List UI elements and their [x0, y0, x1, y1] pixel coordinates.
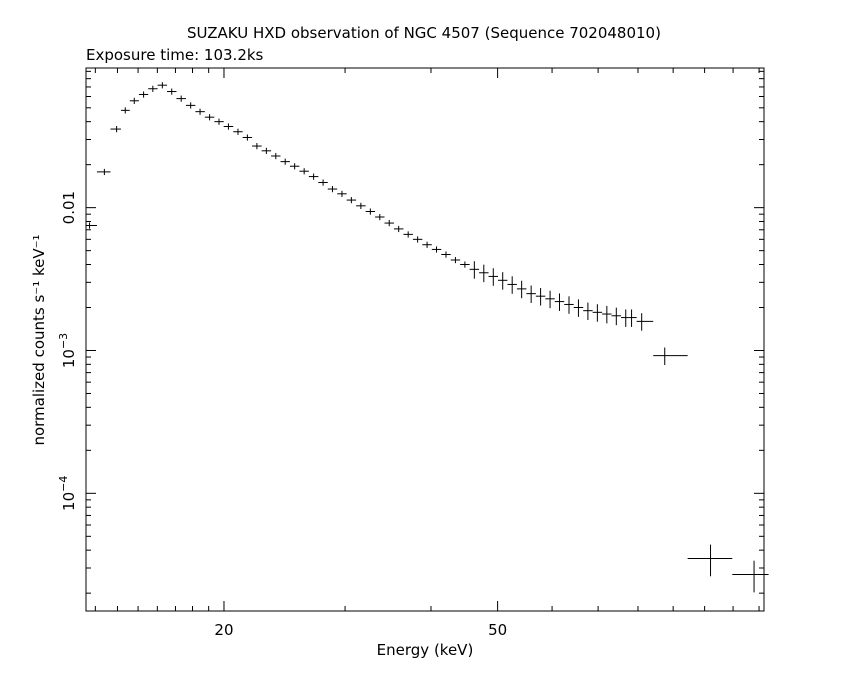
x-tick-label: 50	[488, 621, 507, 639]
data-point	[167, 88, 177, 95]
data-points	[86, 82, 769, 593]
data-point	[204, 114, 215, 121]
data-point	[497, 272, 508, 290]
data-point	[337, 190, 347, 197]
data-point	[138, 91, 149, 98]
data-point	[289, 163, 300, 170]
data-point	[564, 296, 574, 314]
data-point	[252, 143, 262, 150]
data-point	[261, 147, 272, 154]
y-tick-label: 0.01	[60, 191, 78, 224]
axis-ticks	[86, 68, 764, 611]
y-tick-label: 10−3	[57, 333, 78, 368]
data-point	[687, 544, 733, 577]
data-point	[545, 290, 555, 309]
data-point	[653, 347, 688, 366]
data-point	[583, 302, 593, 321]
y-tick-label: 10−4	[57, 476, 78, 511]
data-point	[602, 305, 612, 324]
data-point	[507, 276, 517, 294]
data-point	[628, 309, 637, 327]
data-point	[110, 126, 121, 133]
data-point	[223, 123, 234, 130]
chart-subtitle: Exposure time: 103.2ks	[86, 46, 264, 64]
data-point	[308, 173, 319, 180]
data-point	[431, 246, 442, 253]
data-point	[346, 197, 357, 204]
y-axis-label: normalized counts s⁻¹ keV⁻¹	[30, 234, 48, 445]
data-point	[384, 220, 394, 227]
data-point	[611, 307, 622, 326]
data-point	[148, 85, 158, 92]
data-point	[732, 560, 769, 593]
chart-title: SUZAKU HXD observation of NGC 4507 (Sequ…	[187, 24, 661, 42]
data-point	[214, 118, 224, 125]
data-point	[86, 222, 97, 229]
data-point	[96, 168, 111, 176]
data-point	[327, 186, 338, 193]
data-point	[120, 107, 130, 114]
data-point	[271, 152, 281, 160]
data-point	[412, 236, 423, 243]
data-point	[365, 208, 376, 215]
data-point	[157, 82, 168, 89]
data-point	[403, 231, 413, 238]
axis-tick-labels: 20 50 0.01 10−3 10−4	[57, 191, 507, 639]
data-point	[526, 285, 536, 304]
data-point	[242, 134, 253, 141]
x-tick-label: 20	[214, 621, 233, 639]
data-point	[450, 256, 461, 264]
data-point	[195, 108, 205, 115]
data-point	[535, 288, 546, 306]
data-point	[621, 309, 629, 327]
data-point	[356, 202, 366, 209]
data-point	[488, 268, 498, 286]
data-point	[185, 102, 196, 109]
data-point	[441, 251, 451, 258]
x-axis-label: Energy (keV)	[377, 641, 474, 659]
data-point	[129, 97, 139, 104]
data-point	[318, 179, 328, 186]
data-point	[375, 213, 385, 221]
plot-frame	[85, 67, 765, 612]
data-point	[460, 261, 470, 268]
data-point	[176, 95, 186, 102]
data-point	[636, 313, 654, 331]
data-point	[299, 168, 309, 175]
data-point	[233, 128, 243, 135]
data-point	[479, 264, 489, 283]
data-point	[469, 261, 480, 279]
data-point	[592, 304, 603, 322]
data-point	[393, 225, 404, 233]
data-point	[280, 158, 290, 165]
data-point	[554, 293, 565, 311]
data-point	[573, 299, 584, 317]
data-point	[422, 241, 432, 248]
data-point	[516, 280, 527, 299]
